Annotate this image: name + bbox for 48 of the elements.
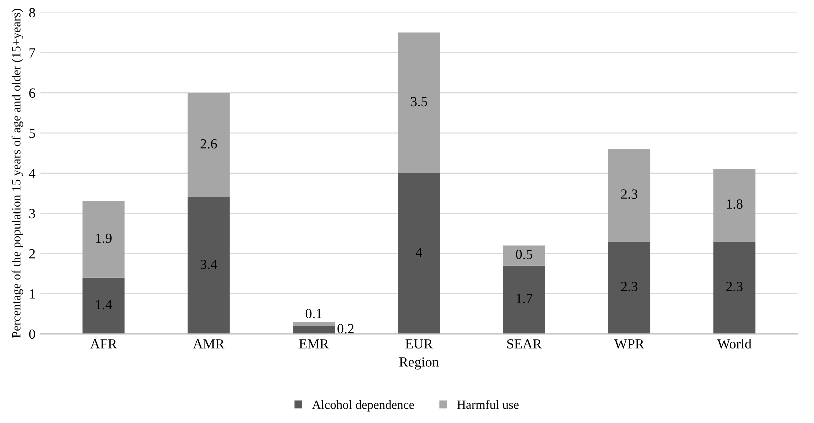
x-tick-label: AMR (193, 340, 225, 349)
data-label: 2.6 (200, 139, 218, 149)
x-tick-label: EMR (299, 340, 330, 349)
x-tick-label: SEAR (508, 339, 542, 349)
y-tick-label: 5 (30, 128, 36, 138)
bar (714, 242, 756, 334)
data-label: 0.2 (338, 324, 354, 334)
data-label: 2.3 (621, 190, 638, 200)
bar (293, 322, 336, 326)
x-tick-label: WPR (614, 340, 645, 349)
bar (293, 326, 336, 334)
bar (82, 278, 125, 334)
x-tick-label: World (717, 339, 752, 349)
y-axis-title: Percentage of the population 15 years of age and older (15+years) (12, 9, 24, 338)
data-label: 1.8 (727, 200, 743, 210)
bar (188, 198, 230, 334)
data-label: 1.4 (96, 300, 112, 310)
bar (398, 173, 440, 334)
data-label: 3.4 (200, 260, 218, 270)
y-tick-label: 0 (29, 330, 36, 340)
x-axis-title: Region (400, 358, 440, 370)
legend-label: Harmful use (457, 400, 519, 410)
data-label: 4 (416, 248, 422, 258)
bar (188, 93, 230, 198)
data-label: 1.9 (96, 234, 112, 244)
bar (503, 266, 546, 334)
bar (714, 169, 756, 242)
y-tick-label: 3 (30, 209, 36, 219)
y-tick-label: 1 (30, 290, 36, 299)
bar (82, 202, 125, 278)
legend-label: Alcohol dependence (312, 400, 414, 412)
y-tick-label: 6 (29, 88, 36, 98)
data-label: 3.5 (411, 97, 428, 107)
data-label: 1.7 (516, 294, 533, 304)
y-tick-label: 4 (29, 169, 36, 178)
data-label: 2.3 (726, 282, 743, 292)
x-tick-label: EUR (406, 340, 434, 349)
bar (608, 149, 651, 242)
data-label: 0.5 (516, 250, 532, 260)
y-tick-label: 2 (30, 249, 36, 259)
x-tick-label: AFR (90, 340, 118, 349)
bar (398, 32, 440, 174)
bar (503, 246, 546, 266)
data-label: 2.3 (621, 282, 638, 292)
y-tick-label: 7 (30, 48, 36, 58)
bar (608, 242, 651, 334)
y-tick-label: 8 (29, 8, 36, 18)
data-label: 0.1 (306, 309, 322, 319)
